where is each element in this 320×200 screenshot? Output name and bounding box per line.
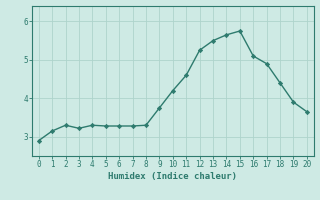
X-axis label: Humidex (Indice chaleur): Humidex (Indice chaleur) — [108, 172, 237, 181]
